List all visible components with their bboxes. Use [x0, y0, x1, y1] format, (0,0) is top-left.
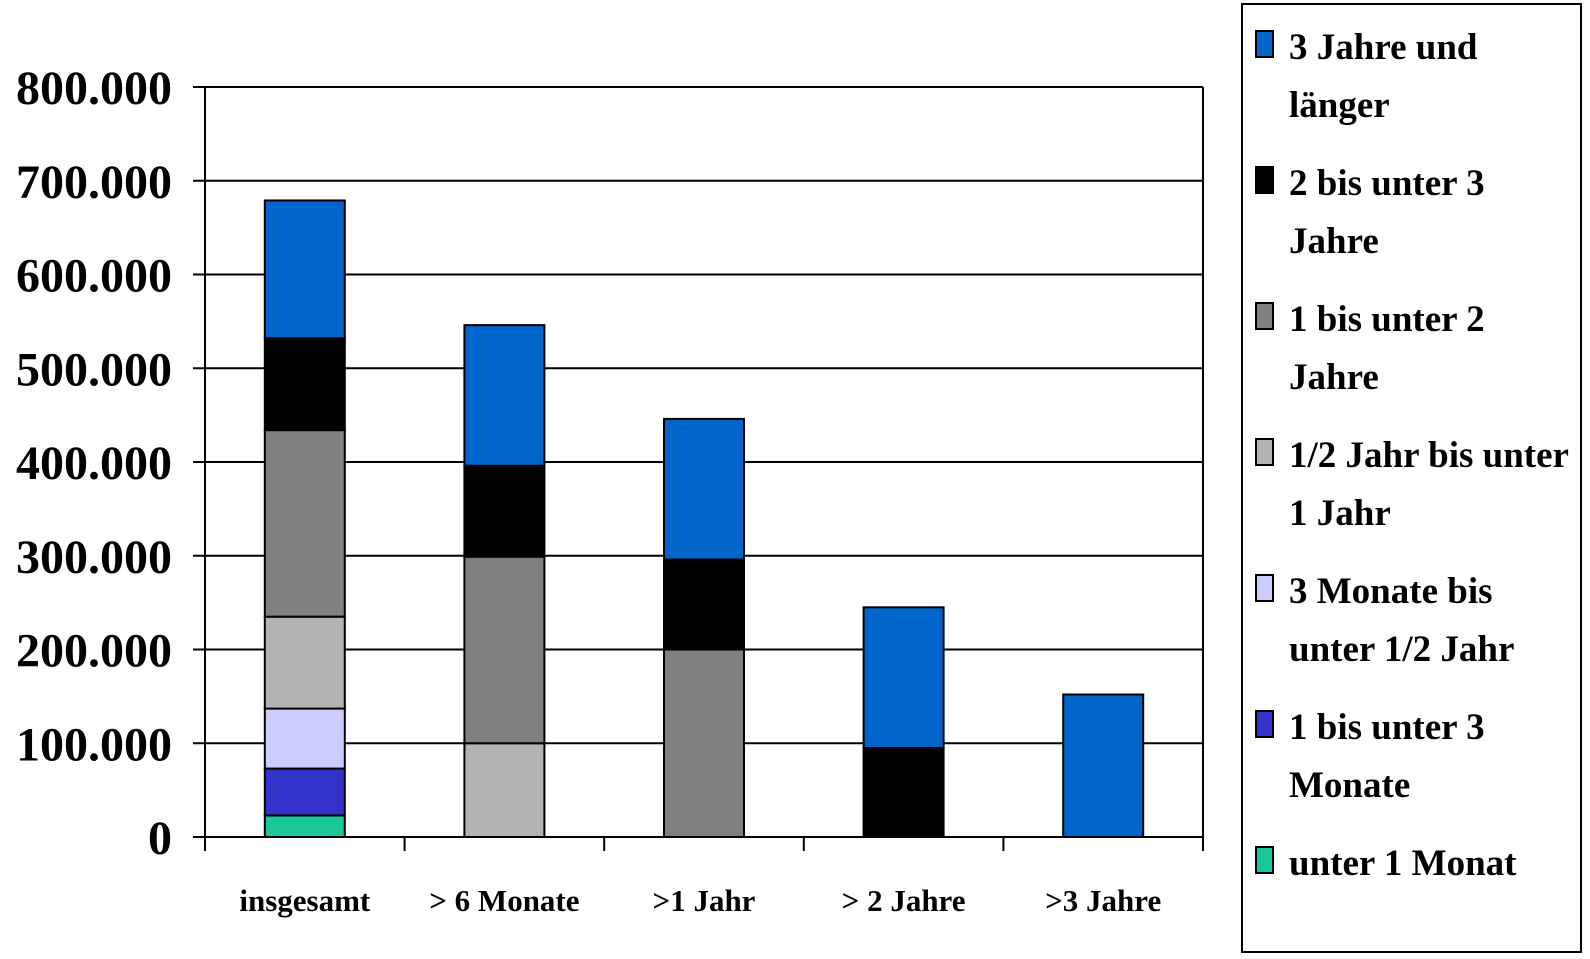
bar-segment [663, 417, 745, 561]
bar-segment [463, 324, 546, 467]
x-tick-label: > 2 Jahre [842, 883, 966, 918]
y-tick-label: 500.000 [16, 343, 172, 396]
y-tick-label: 400.000 [16, 437, 172, 490]
legend-label: 1 bis unter 3 Monate [1289, 707, 1485, 806]
x-tick-label: >1 Jahr [653, 883, 756, 918]
bar-segment [263, 767, 346, 817]
x-tick-label: insgesamt [239, 883, 371, 918]
axes [204, 86, 1204, 851]
legend-label: 1 bis unter 2 Jahre [1289, 299, 1485, 398]
bar-segment [663, 648, 745, 838]
legend-swatch [1255, 574, 1274, 602]
y-tick-label: 100.000 [16, 718, 172, 771]
bar-segment [263, 429, 346, 618]
y-tick-label: 300.000 [16, 531, 172, 584]
x-tick-label: >3 Jahre [1045, 883, 1161, 918]
y-tick-label: 0 [148, 812, 172, 865]
bar-segment [1062, 693, 1145, 838]
bar-segment [263, 814, 346, 838]
bar-segment [263, 199, 346, 340]
legend-label: 2 bis unter 3 Jahre [1289, 163, 1485, 262]
legend-swatch [1255, 302, 1274, 330]
bar-segment [463, 555, 546, 745]
legend-label: 3 Monate bis unter 1/2 Jahr [1289, 571, 1515, 670]
bar-segment [463, 464, 546, 558]
legend-swatch [1255, 166, 1274, 194]
legend-swatch [1255, 438, 1274, 466]
bar-segment [663, 558, 745, 651]
legend-label: 1/2 Jahr bis unter 1 Jahr [1289, 435, 1569, 534]
bar-segment [263, 337, 346, 432]
y-axis-tick-labels: 0 100.000 200.000 300.000 400.000 500.000 600.… [16, 62, 172, 865]
y-tick-label: 800.000 [16, 62, 172, 115]
legend-swatch [1255, 846, 1274, 874]
legend-swatch [1255, 30, 1274, 58]
y-tick-label: 700.000 [16, 156, 172, 209]
x-tick-label: > 6 Monate [429, 883, 579, 918]
bar-segment [263, 615, 346, 710]
y-tick-label: 600.000 [16, 250, 172, 303]
legend: 3 Jahre und länger 2 bis unter 3 Jahre 1… [1241, 3, 1582, 953]
bar-segment [463, 742, 546, 838]
legend-label: 3 Jahre und länger [1289, 27, 1478, 126]
legend-swatch [1255, 710, 1274, 738]
y-tick-label: 200.000 [16, 625, 172, 678]
x-axis-tick-labels: insgesamt > 6 Monate >1 Jahr > 2 Jahre >3 Ja… [239, 883, 1161, 918]
legend-label: unter 1 Monat [1289, 843, 1517, 884]
bars [263, 199, 1145, 838]
stacked-bar-chart: 0 100.000 200.000 300.000 400.000 500.000 600.… [16, 62, 1204, 918]
bar-segment [263, 707, 346, 770]
bar-segment [862, 606, 945, 749]
bar-segment [862, 746, 945, 838]
